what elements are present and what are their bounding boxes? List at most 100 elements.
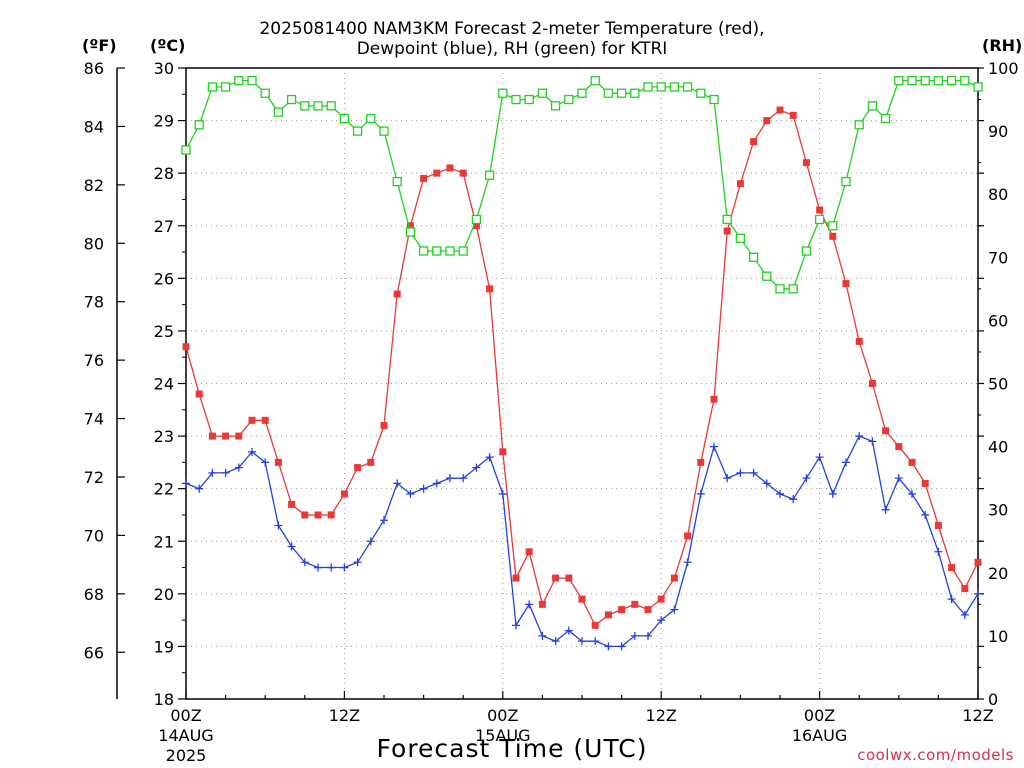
- temperature-point: [670, 574, 678, 582]
- temperature-point: [908, 458, 916, 466]
- rh-point: [696, 88, 706, 98]
- fahrenheit-tick-label: 70: [84, 526, 104, 545]
- temperature-point: [367, 458, 375, 466]
- rh-point: [418, 246, 429, 256]
- rh-point: [366, 113, 376, 124]
- rh-point: [234, 75, 244, 86]
- rh-point: [405, 227, 416, 237]
- temperature-point: [538, 600, 546, 608]
- rh-point: [498, 88, 508, 98]
- x-tick-label: 00Z: [487, 706, 518, 725]
- x-axis-title: Forecast Time (UTC): [376, 734, 648, 763]
- rh-point: [432, 246, 442, 256]
- dewpoint-point: [234, 463, 243, 472]
- rh-point: [550, 101, 561, 111]
- dewpoint-point: [683, 558, 692, 567]
- dewpoint-point: [182, 479, 190, 488]
- temperature-point: [723, 227, 731, 235]
- celsius-tick-label: 27: [154, 217, 174, 236]
- celsius-tick-label: 21: [154, 532, 174, 551]
- dewpoint-point: [604, 642, 613, 651]
- fahrenheit-tick-label: 68: [84, 585, 104, 604]
- dewpoint-point: [960, 610, 969, 619]
- fahrenheit-tick-label: 82: [84, 176, 104, 195]
- dewpoint-point: [472, 463, 481, 472]
- temperature-point: [763, 117, 771, 125]
- temperature-line: [185, 109, 979, 627]
- temperature-point: [459, 169, 467, 177]
- temperature-point: [486, 285, 494, 293]
- temperature-point: [618, 606, 626, 614]
- dewpoint-point: [908, 489, 916, 498]
- rh-point: [577, 88, 587, 98]
- dewpoint-point: [261, 458, 270, 467]
- temperature-point: [261, 416, 269, 424]
- temperature-point: [948, 564, 956, 572]
- rh-point: [300, 101, 310, 111]
- temperature-point: [921, 479, 929, 487]
- rh-point: [933, 75, 944, 86]
- fahrenheit-unit-label: (ºF): [82, 36, 117, 55]
- temperature-point: [380, 422, 388, 430]
- chart-title-line1: 2025081400 NAM3KM Forecast 2-meter Tempe…: [259, 19, 765, 39]
- dewpoint-point: [498, 489, 507, 498]
- fahrenheit-tick-label: 72: [84, 468, 104, 487]
- dewpoint-point: [195, 484, 204, 493]
- dewpoint-point: [617, 642, 626, 651]
- x-tick-label: 00Z: [170, 706, 201, 725]
- rh-unit-label: (RH): [982, 36, 1023, 55]
- celsius-tick-label: 25: [154, 322, 174, 341]
- rh-tick-label: 100: [988, 59, 1019, 78]
- temperature-point: [195, 390, 203, 398]
- temperature-point: [934, 521, 942, 529]
- rh-point: [630, 88, 640, 98]
- rh-point: [801, 246, 812, 256]
- dewpoint-point: [762, 479, 771, 488]
- temperature-point: [961, 585, 969, 593]
- dewpoint-point: [815, 453, 824, 462]
- credit-label: coolwx.com/models: [857, 746, 1014, 764]
- rh-tick-label: 60: [988, 311, 1008, 330]
- celsius-tick-label: 19: [154, 637, 174, 656]
- dewpoint-point: [327, 563, 336, 572]
- rh-point: [339, 113, 350, 124]
- rh-point: [524, 94, 534, 105]
- fahrenheit-tick-label: 80: [84, 234, 104, 253]
- temperature-point: [697, 458, 705, 466]
- dewpoint-point: [578, 637, 586, 646]
- temperature-point: [565, 574, 573, 582]
- rh-line: [185, 79, 979, 290]
- temperature-point: [816, 206, 824, 214]
- rh-point: [445, 246, 455, 256]
- temperature-point: [868, 380, 876, 387]
- rh-point: [207, 82, 218, 92]
- temperature-point: [235, 432, 243, 440]
- celsius-tick-label: 22: [154, 480, 174, 499]
- temperature-point: [578, 595, 586, 603]
- dewpoint-point: [670, 605, 679, 614]
- dewpoint-point: [314, 563, 322, 572]
- dewpoint-point: [644, 631, 652, 640]
- rh-point: [946, 75, 957, 86]
- celsius-tick-label: 18: [154, 690, 174, 709]
- dewpoint-point: [538, 631, 547, 640]
- dewpoint-point: [894, 474, 903, 483]
- rh-point: [484, 170, 495, 180]
- dewpoint-point: [446, 474, 454, 483]
- x-year-label: 2025: [166, 746, 207, 765]
- x-tick-label: 12Z: [329, 706, 360, 725]
- temperature-point: [420, 174, 428, 182]
- temperature-point: [631, 600, 639, 608]
- rh-point: [603, 88, 614, 98]
- celsius-tick-label: 24: [154, 375, 174, 394]
- dewpoint-point: [300, 558, 309, 567]
- rh-point: [326, 101, 336, 111]
- rh-tick-label: 50: [988, 375, 1008, 394]
- celsius-unit-label: (ºC): [150, 36, 186, 55]
- temperature-point: [882, 427, 890, 435]
- temperature-point: [789, 111, 797, 119]
- x-tick-label: 12Z: [646, 706, 677, 725]
- dewpoint-point: [789, 495, 798, 504]
- temperature-point: [684, 532, 692, 540]
